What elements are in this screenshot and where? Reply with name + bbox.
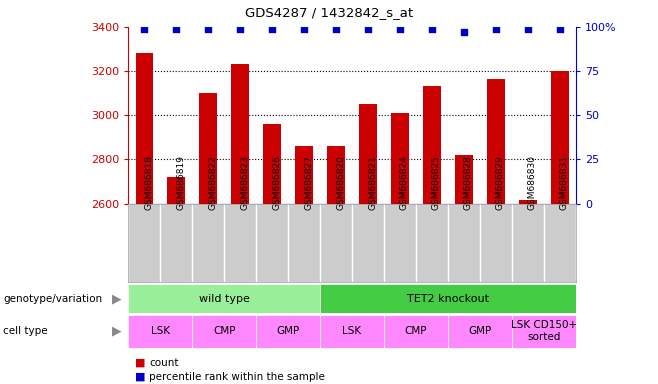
Text: ▶: ▶ — [113, 292, 122, 305]
Text: GSM686823: GSM686823 — [240, 155, 249, 210]
Bar — [519, 200, 536, 204]
Text: ▶: ▶ — [113, 325, 122, 338]
Bar — [167, 177, 185, 204]
Text: GSM686822: GSM686822 — [208, 155, 217, 210]
Point — [491, 26, 501, 32]
Text: GSM686827: GSM686827 — [304, 155, 313, 210]
Bar — [512, 315, 576, 348]
Point — [331, 26, 342, 32]
Text: GSM686824: GSM686824 — [400, 155, 409, 210]
Bar — [232, 65, 249, 204]
Text: CMP: CMP — [405, 326, 427, 336]
Bar — [487, 79, 505, 204]
Bar — [192, 315, 256, 348]
Text: wild type: wild type — [199, 293, 249, 304]
Text: TET2 knockout: TET2 knockout — [407, 293, 489, 304]
Point — [555, 26, 565, 32]
Text: GSM686818: GSM686818 — [144, 155, 153, 210]
Text: GSM686819: GSM686819 — [176, 155, 186, 210]
Text: GSM686826: GSM686826 — [272, 155, 281, 210]
Point — [235, 26, 245, 32]
Bar — [128, 315, 192, 348]
Bar — [448, 315, 512, 348]
Bar — [256, 315, 320, 348]
Text: ■: ■ — [135, 358, 145, 368]
Text: count: count — [149, 358, 179, 368]
Point — [267, 26, 278, 32]
Text: percentile rank within the sample: percentile rank within the sample — [149, 372, 325, 382]
Text: GSM686825: GSM686825 — [432, 155, 441, 210]
Text: GDS4287 / 1432842_s_at: GDS4287 / 1432842_s_at — [245, 6, 413, 19]
Text: GSM686828: GSM686828 — [464, 155, 473, 210]
Point — [139, 26, 149, 32]
Bar — [327, 146, 345, 204]
Bar — [423, 86, 441, 204]
Point — [363, 26, 373, 32]
Text: LSK: LSK — [151, 326, 170, 336]
Bar — [391, 113, 409, 204]
Point — [171, 26, 182, 32]
Bar — [128, 284, 320, 313]
Text: cell type: cell type — [3, 326, 48, 336]
Bar — [263, 124, 281, 204]
Point — [426, 26, 437, 32]
Text: GSM686821: GSM686821 — [368, 155, 377, 210]
Point — [459, 29, 469, 35]
Bar — [384, 315, 448, 348]
Text: GSM686820: GSM686820 — [336, 155, 345, 210]
Text: CMP: CMP — [213, 326, 236, 336]
Text: ■: ■ — [135, 372, 145, 382]
Point — [395, 26, 405, 32]
Bar — [320, 315, 384, 348]
Bar — [359, 104, 377, 204]
Point — [299, 26, 309, 32]
Text: LSK CD150+
sorted: LSK CD150+ sorted — [511, 320, 577, 342]
Text: GSM686830: GSM686830 — [528, 155, 537, 210]
Point — [522, 26, 533, 32]
Text: GSM686829: GSM686829 — [496, 155, 505, 210]
Bar — [455, 155, 472, 204]
Bar — [551, 71, 569, 204]
Bar — [320, 284, 576, 313]
Point — [203, 26, 213, 32]
Text: GMP: GMP — [468, 326, 492, 336]
Text: GMP: GMP — [276, 326, 300, 336]
Bar — [136, 53, 153, 204]
Bar — [199, 93, 217, 204]
Bar — [295, 146, 313, 204]
Text: GSM686831: GSM686831 — [560, 155, 569, 210]
Text: genotype/variation: genotype/variation — [3, 293, 103, 304]
Text: LSK: LSK — [342, 326, 362, 336]
